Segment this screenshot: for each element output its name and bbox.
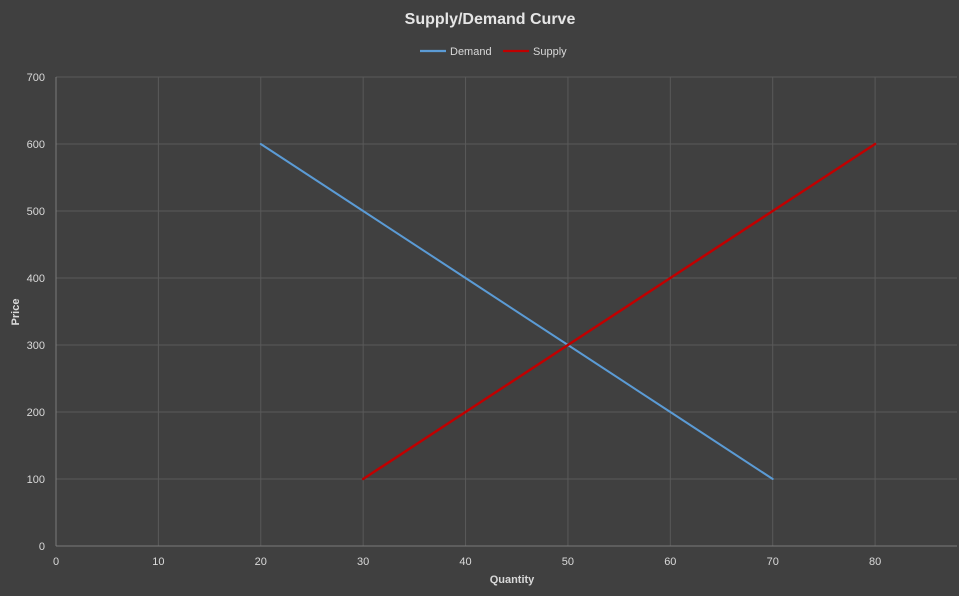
x-tick-label: 60 <box>664 556 676 568</box>
y-tick-label: 300 <box>27 340 45 352</box>
grid-lines <box>55 76 957 547</box>
chart-title: Supply/Demand Curve <box>405 11 576 28</box>
y-tick-label: 100 <box>27 474 45 486</box>
series-lines <box>259 142 877 481</box>
y-axis-title: Price <box>10 299 22 326</box>
legend-label-demand: Demand <box>450 46 492 58</box>
x-tick-label: 0 <box>53 556 59 568</box>
x-tick-label: 80 <box>869 556 881 568</box>
x-tick-label: 40 <box>459 556 471 568</box>
x-tick-label: 20 <box>255 556 267 568</box>
y-axis-ticks: 0 100 200 300 400 500 600 700 <box>27 72 45 553</box>
y-tick-label: 400 <box>27 273 45 285</box>
y-tick-label: 700 <box>27 72 45 84</box>
y-tick-label: 0 <box>39 541 45 553</box>
y-tick-label: 600 <box>27 139 45 151</box>
x-tick-label: 50 <box>562 556 574 568</box>
x-axis-ticks: 0 10 20 30 40 50 60 70 80 <box>53 556 881 568</box>
series-line-supply <box>361 142 877 481</box>
legend-label-supply: Supply <box>533 46 567 58</box>
y-tick-label: 200 <box>27 407 45 419</box>
x-tick-label: 30 <box>357 556 369 568</box>
x-tick-label: 10 <box>152 556 164 568</box>
x-tick-label: 70 <box>767 556 779 568</box>
legend: Demand Supply <box>420 46 567 58</box>
x-axis-title: Quantity <box>490 574 535 586</box>
series-line-demand <box>259 143 774 480</box>
y-tick-label: 500 <box>27 206 45 218</box>
